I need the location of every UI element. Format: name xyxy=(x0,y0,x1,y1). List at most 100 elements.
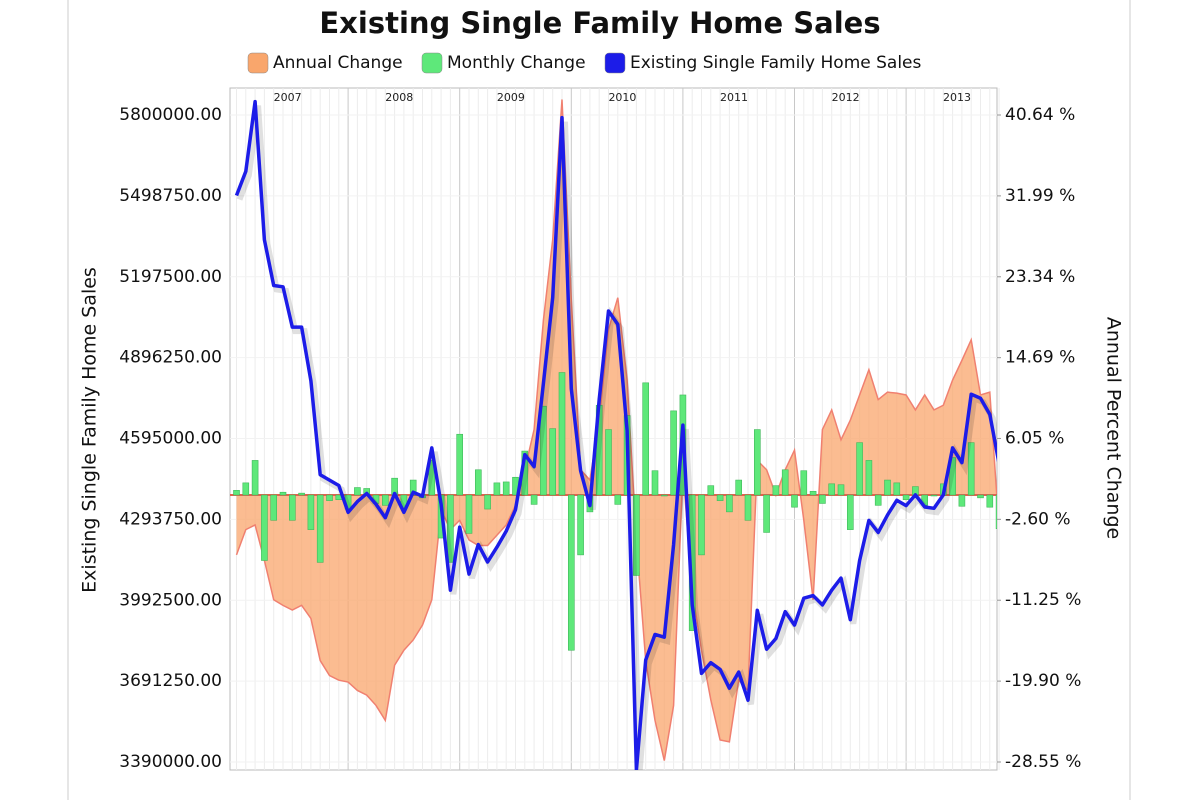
bar xyxy=(288,494,296,521)
line xyxy=(234,99,997,770)
bar xyxy=(558,372,566,496)
bar xyxy=(846,494,854,530)
bar xyxy=(958,494,966,507)
bar xyxy=(614,494,622,505)
year-label: 2010 xyxy=(608,91,636,104)
y-tick-label: 5800000.00 xyxy=(119,105,222,125)
legend-swatch xyxy=(247,52,269,74)
bar xyxy=(279,491,287,496)
bar xyxy=(837,484,845,496)
bar xyxy=(326,494,333,501)
bar xyxy=(726,494,733,513)
bar xyxy=(800,470,808,496)
bar xyxy=(874,494,882,506)
bar xyxy=(502,481,510,496)
y2-tick-label: 40.64 % xyxy=(1005,105,1075,125)
bar xyxy=(977,494,984,499)
bar xyxy=(233,490,240,496)
y-axis-label: Existing Single Family Home Sales xyxy=(79,267,101,593)
bar xyxy=(270,494,278,521)
bar xyxy=(261,494,268,561)
y2-axis-label: Annual Percent Change xyxy=(1103,317,1125,539)
bar xyxy=(354,487,361,496)
bar xyxy=(884,479,891,496)
bar xyxy=(307,494,315,530)
bar xyxy=(660,494,668,497)
y-tick-label: 3992500.00 xyxy=(119,590,222,610)
bar xyxy=(753,429,761,496)
year-label: 2007 xyxy=(274,91,302,104)
bar xyxy=(930,494,938,497)
bar xyxy=(651,470,659,496)
bar xyxy=(744,494,752,521)
bar xyxy=(967,442,975,496)
bar xyxy=(605,429,612,496)
y2-tick-label: 14.69 % xyxy=(1005,348,1075,368)
bar xyxy=(986,494,994,508)
year-label: 2013 xyxy=(943,91,971,104)
y2-tick-label: 31.99 % xyxy=(1005,186,1075,206)
bar xyxy=(902,494,910,501)
y-tick-label: 5498750.00 xyxy=(119,186,222,206)
bar xyxy=(781,469,789,496)
year-label: 2011 xyxy=(720,91,748,104)
bar xyxy=(428,460,436,496)
bar xyxy=(400,494,408,509)
year-label: 2008 xyxy=(385,91,413,104)
bar xyxy=(251,460,259,496)
y-tick-label: 4595000.00 xyxy=(119,429,222,449)
bar xyxy=(995,494,997,529)
legend-swatch xyxy=(421,52,443,74)
bar xyxy=(549,428,557,496)
chart-title: Existing Single Family Home Sales xyxy=(319,6,880,40)
bar xyxy=(698,494,705,556)
bar xyxy=(577,494,584,556)
y-tick-label: 5197500.00 xyxy=(119,267,222,287)
bar xyxy=(633,494,640,576)
legend-label: Monthly Change xyxy=(447,53,586,73)
bar xyxy=(809,490,817,496)
year-label: 2012 xyxy=(832,91,860,104)
bar xyxy=(716,494,724,501)
bar xyxy=(856,442,863,496)
plot-marks xyxy=(230,99,997,770)
year-label: 2009 xyxy=(497,91,525,104)
y2-tick-label: -19.90 % xyxy=(1005,671,1081,691)
bar xyxy=(298,492,305,496)
bar xyxy=(772,485,780,496)
y-tick-label: 4896250.00 xyxy=(119,348,222,368)
bar xyxy=(642,382,650,496)
bar xyxy=(456,433,464,496)
bar xyxy=(447,494,454,563)
bar xyxy=(567,494,575,651)
bar xyxy=(530,494,538,505)
bar xyxy=(242,482,250,496)
y-tick-label: 4293750.00 xyxy=(119,509,222,529)
bar xyxy=(474,469,482,496)
bar xyxy=(465,494,473,534)
bar xyxy=(763,494,770,533)
y-tick-label: 3390000.00 xyxy=(119,752,222,772)
bar xyxy=(670,410,677,496)
legend-label: Annual Change xyxy=(273,53,403,73)
y2-tick-label: -2.60 % xyxy=(1005,509,1071,529)
bar xyxy=(484,494,491,510)
y2-tick-label: -28.55 % xyxy=(1005,752,1081,772)
bar xyxy=(735,479,743,496)
y2-tick-label: 6.05 % xyxy=(1005,428,1064,448)
bar xyxy=(893,482,901,496)
area-fill xyxy=(236,99,997,761)
legend-label: Existing Single Family Home Sales xyxy=(630,53,922,73)
y-tick-label: 3691250.00 xyxy=(119,671,222,691)
bar xyxy=(819,494,826,504)
y2-tick-label: 23.34 % xyxy=(1005,267,1075,287)
bar xyxy=(828,483,836,496)
bar xyxy=(381,494,389,506)
labels: 2007 2008 2009 2010 2011 2012 2013 3390000.00 36… xyxy=(119,52,1081,772)
legend-swatch xyxy=(604,52,626,74)
bar xyxy=(493,482,501,496)
bar xyxy=(865,460,873,496)
bar xyxy=(949,457,956,496)
y2-tick-label: -11.25 % xyxy=(1005,590,1081,610)
